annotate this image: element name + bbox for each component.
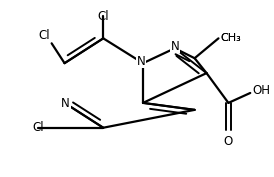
Text: CH₃: CH₃ (221, 33, 241, 43)
Text: CH₃: CH₃ (221, 33, 241, 43)
Text: Cl: Cl (98, 10, 109, 23)
Text: N: N (61, 97, 70, 110)
Text: Cl: Cl (38, 29, 50, 42)
Text: OH: OH (252, 84, 270, 98)
Text: N: N (170, 40, 179, 53)
Text: N: N (137, 55, 145, 68)
Text: Cl: Cl (32, 121, 44, 134)
Text: O: O (224, 135, 233, 148)
